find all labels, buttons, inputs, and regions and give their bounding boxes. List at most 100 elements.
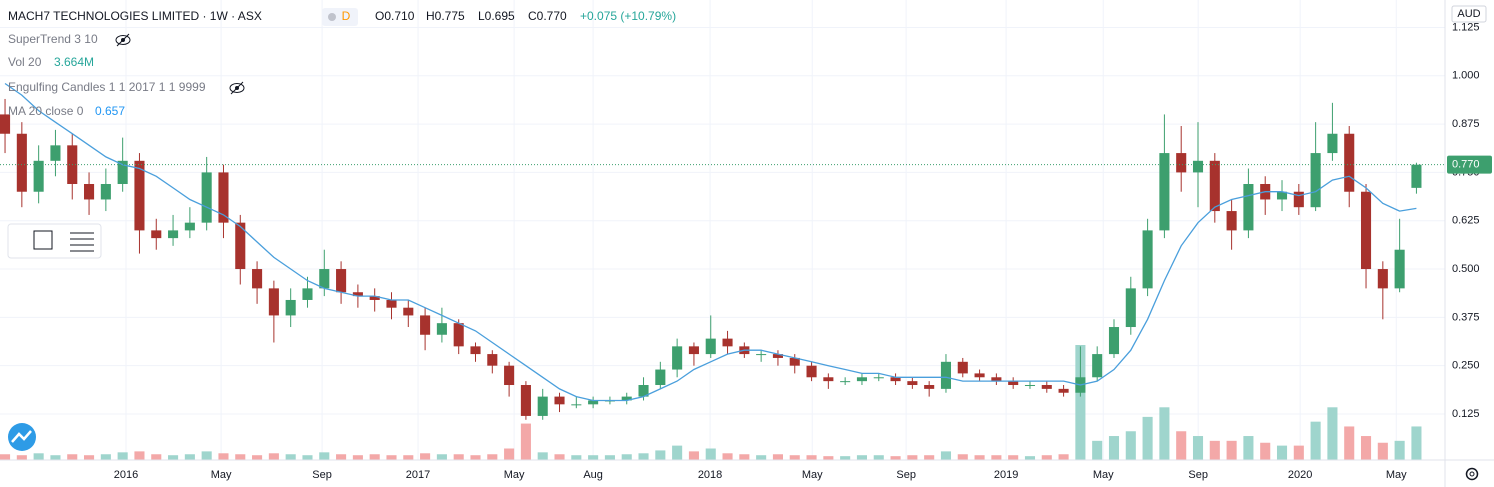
candle-body <box>1008 381 1019 386</box>
y-tick-label: 0.625 <box>1452 215 1480 227</box>
badge: D <box>342 9 351 23</box>
logo[interactable] <box>8 423 36 451</box>
ohlc-open: O0.710 <box>375 9 415 23</box>
y-tick-label: 0.875 <box>1452 118 1480 130</box>
settings-icon[interactable] <box>1465 467 1479 481</box>
volume-bar <box>403 455 414 460</box>
volume-bar <box>386 455 397 460</box>
volume-bar <box>1192 436 1204 460</box>
candle-body <box>1377 269 1388 289</box>
volume-bar <box>537 452 548 460</box>
candle-body <box>688 346 699 355</box>
candle-body <box>705 338 716 355</box>
currency-box[interactable] <box>1451 5 1487 23</box>
candle-body <box>1209 160 1220 212</box>
volume-bar <box>1394 440 1405 460</box>
indicator-name[interactable]: MA 20 close 0 <box>8 104 84 118</box>
symbol-title: MACH7 TECHNOLOGIES LIMITED · 1W · ASX <box>8 9 262 23</box>
hidden-icon[interactable] <box>229 81 245 95</box>
ohlc-change: +0.075 (+10.79%) <box>580 9 676 23</box>
candle-body <box>1327 133 1338 154</box>
x-tick-label: 2018 <box>698 469 722 481</box>
volume-bar <box>33 453 44 460</box>
volume-bar <box>84 455 95 460</box>
y-tick-label: 0.250 <box>1452 360 1480 372</box>
currency: AUD <box>1457 8 1480 20</box>
volume-bar <box>252 455 263 460</box>
indicator-name[interactable]: Engulfing Candles 1 1 2017 1 1 9999 <box>8 80 206 94</box>
candle-body <box>268 288 279 316</box>
volume-bar <box>168 455 179 460</box>
volume-bar <box>823 456 834 460</box>
volume-bar <box>840 456 851 460</box>
volume-bar <box>1276 445 1288 460</box>
candle-layer <box>0 98 1422 420</box>
rect-tool[interactable] <box>33 230 53 250</box>
badge-box[interactable] <box>322 8 358 26</box>
volume-bar <box>739 454 750 460</box>
candle-body <box>436 323 447 335</box>
y-tick-label: 1.000 <box>1452 70 1480 82</box>
volume-bar <box>218 453 229 460</box>
candle-body <box>50 145 61 161</box>
indicator-name[interactable]: Vol 20 <box>8 55 42 69</box>
x-tick-label: Sep <box>896 469 916 481</box>
candle-body <box>184 222 195 231</box>
x-tick-label: Sep <box>1188 469 1208 481</box>
candle-body <box>823 377 834 382</box>
candle-body <box>470 346 481 355</box>
volume-bar <box>1159 407 1170 460</box>
x-tick-label: May <box>504 469 525 481</box>
volume-bar <box>184 454 195 460</box>
volume-bar <box>1243 436 1254 460</box>
candle-body <box>1058 388 1069 393</box>
y-tick-label: 1.125 <box>1452 21 1480 33</box>
volume-bar <box>1344 426 1355 460</box>
badge-dot <box>328 13 336 21</box>
candle-body <box>420 315 431 335</box>
toolbar-box <box>7 223 102 259</box>
volume-bar <box>1024 456 1036 460</box>
x-tick-label: May <box>802 469 823 481</box>
x-tick-label: 2016 <box>114 469 138 481</box>
candle-body <box>235 222 246 270</box>
volume-bar <box>151 454 162 460</box>
ohlc-close: C0.770 <box>528 9 567 23</box>
volume-bar <box>420 453 431 460</box>
volume-bar <box>1075 345 1086 460</box>
candle-body <box>218 172 229 223</box>
candle-body <box>1041 385 1052 389</box>
volume-bar <box>1377 442 1388 460</box>
volume-bar <box>655 450 666 460</box>
candle-body <box>974 373 985 378</box>
candle-body <box>84 184 95 200</box>
y-tick-label: 0.125 <box>1452 408 1480 420</box>
indicator-name[interactable]: SuperTrend 3 10 <box>8 32 98 46</box>
volume-bar <box>1327 407 1338 460</box>
candle-body <box>1394 249 1405 289</box>
candle-body <box>168 230 179 239</box>
candle-body <box>252 269 263 289</box>
volume-layer <box>0 345 1422 460</box>
volume-bar <box>772 454 783 460</box>
candle-body <box>336 269 347 293</box>
candle-body <box>1176 153 1187 173</box>
volume-bar <box>1209 440 1220 460</box>
candle-body <box>1243 184 1254 231</box>
volume-bar <box>201 451 212 460</box>
volume-bar <box>50 455 61 460</box>
hidden-icon[interactable] <box>115 33 131 47</box>
volume-bar <box>924 455 935 460</box>
volume-bar <box>504 448 515 460</box>
candle-body <box>672 346 683 370</box>
candle-body <box>1192 160 1204 173</box>
list-tool[interactable] <box>70 232 94 252</box>
candle-body <box>504 365 515 386</box>
volume-bar <box>336 454 347 460</box>
volume-bar <box>1260 442 1271 460</box>
volume-bar <box>1293 445 1304 460</box>
volume-bar <box>436 454 447 460</box>
candle-body <box>957 361 968 374</box>
volume-bar <box>1310 421 1321 460</box>
